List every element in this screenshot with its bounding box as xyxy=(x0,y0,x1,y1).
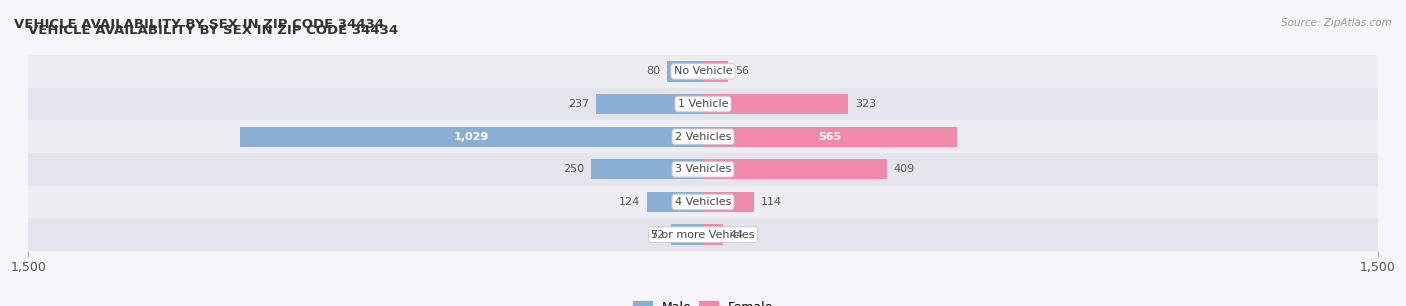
Text: 4 Vehicles: 4 Vehicles xyxy=(675,197,731,207)
Text: 124: 124 xyxy=(619,197,641,207)
Text: 1 Vehicle: 1 Vehicle xyxy=(678,99,728,109)
Text: 250: 250 xyxy=(562,164,583,174)
Bar xyxy=(28,120,1378,153)
Legend: Male, Female: Male, Female xyxy=(628,296,778,306)
Bar xyxy=(703,127,957,147)
Bar xyxy=(671,225,703,245)
Bar xyxy=(28,186,1378,218)
Bar xyxy=(591,159,703,179)
Bar xyxy=(240,127,703,147)
Text: 5 or more Vehicles: 5 or more Vehicles xyxy=(651,230,755,240)
Text: 1,029: 1,029 xyxy=(454,132,489,142)
Text: 565: 565 xyxy=(818,132,842,142)
Bar xyxy=(28,218,1378,251)
Text: 80: 80 xyxy=(647,66,661,76)
Text: 72: 72 xyxy=(650,230,664,240)
Text: 237: 237 xyxy=(568,99,589,109)
Text: No Vehicle: No Vehicle xyxy=(673,66,733,76)
Bar xyxy=(703,192,754,212)
Bar xyxy=(647,192,703,212)
Bar xyxy=(703,94,848,114)
Bar xyxy=(666,61,703,81)
Text: VEHICLE AVAILABILITY BY SEX IN ZIP CODE 34434: VEHICLE AVAILABILITY BY SEX IN ZIP CODE … xyxy=(14,18,384,31)
Bar xyxy=(28,88,1378,120)
Text: 44: 44 xyxy=(730,230,744,240)
Text: 323: 323 xyxy=(855,99,876,109)
Bar xyxy=(596,94,703,114)
Bar xyxy=(703,61,728,81)
Text: 409: 409 xyxy=(894,164,915,174)
Text: Source: ZipAtlas.com: Source: ZipAtlas.com xyxy=(1281,18,1392,28)
Text: 2 Vehicles: 2 Vehicles xyxy=(675,132,731,142)
Text: 114: 114 xyxy=(761,197,782,207)
Bar xyxy=(703,225,723,245)
Bar xyxy=(28,153,1378,186)
Text: 3 Vehicles: 3 Vehicles xyxy=(675,164,731,174)
Bar xyxy=(28,55,1378,88)
Text: VEHICLE AVAILABILITY BY SEX IN ZIP CODE 34434: VEHICLE AVAILABILITY BY SEX IN ZIP CODE … xyxy=(28,24,398,37)
Bar xyxy=(703,159,887,179)
Text: 56: 56 xyxy=(735,66,749,76)
